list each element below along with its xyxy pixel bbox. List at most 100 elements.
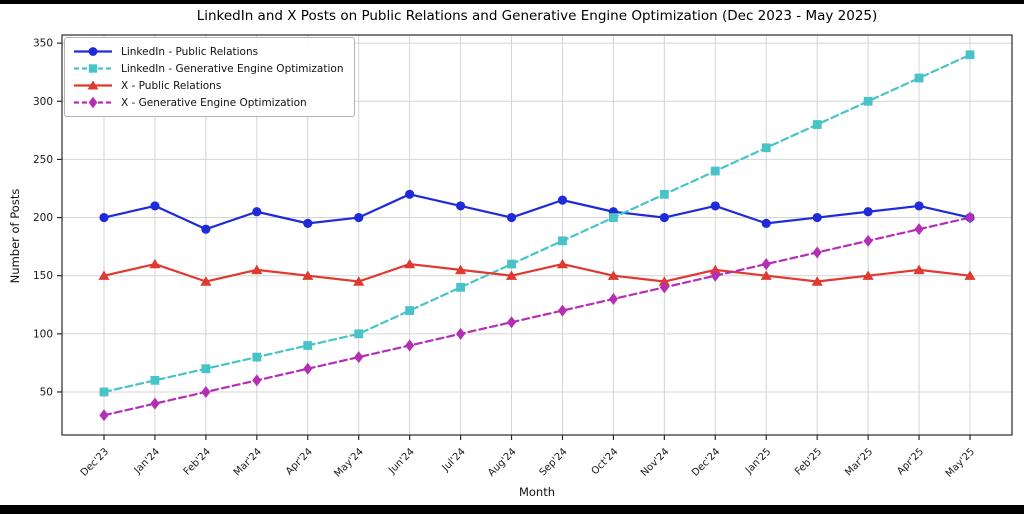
circle-legend-swatch-icon [74, 47, 112, 56]
triangle-marker [353, 276, 365, 286]
diamond-marker [659, 281, 669, 294]
diamond-marker [405, 339, 415, 352]
triangle-marker [200, 276, 212, 286]
circle-marker [99, 212, 109, 223]
x-tick-label: Mar'24 [232, 446, 264, 478]
square-marker [659, 189, 669, 199]
triangle-marker [607, 270, 620, 280]
triangle-marker [505, 270, 518, 280]
series-line-1 [102, 53, 972, 394]
triangle-marker [862, 270, 874, 280]
x-tick-label: Dec'24 [690, 446, 722, 478]
diamond-legend-swatch-icon [74, 96, 112, 109]
legend-label: LinkedIn - Public Relations [121, 45, 259, 58]
square-marker [812, 120, 822, 129]
diamond-marker [914, 223, 924, 236]
series-line-3 [102, 216, 972, 417]
triangle-marker [556, 258, 569, 269]
x-tick-label: Mar'25 [843, 446, 875, 478]
triangle-marker [658, 276, 670, 286]
chart-title: LinkedIn and X Posts on Public Relations… [196, 8, 878, 24]
legend-label: X - Generative Engine Optimization [121, 96, 307, 109]
x-tick-label: May'25 [944, 446, 977, 479]
legend-label: LinkedIn - Generative Engine Optimizatio… [121, 62, 344, 75]
triangle-marker [709, 264, 721, 275]
triangle-marker [811, 276, 823, 286]
circle-marker [659, 212, 669, 223]
circle-marker [303, 218, 313, 228]
y-tick-label: 350 [33, 38, 53, 50]
x-tick-label: Jan'25 [743, 446, 773, 476]
series-line-2 [102, 262, 972, 283]
triangle-marker [964, 270, 976, 280]
circle-marker [710, 201, 720, 211]
square-marker [99, 387, 109, 397]
square-marker [558, 236, 567, 246]
triangle-marker [149, 258, 161, 269]
x-tick-label: Oct'24 [590, 446, 621, 477]
square-marker [863, 96, 873, 106]
triangle-marker [760, 270, 772, 280]
bottom-black-bar [0, 505, 1024, 514]
square-marker [609, 213, 618, 222]
legend-item: LinkedIn - Generative Engine Optimizatio… [73, 60, 343, 77]
circle-marker [863, 207, 873, 217]
diamond-marker [608, 292, 619, 305]
diamond-marker [761, 258, 771, 271]
legend: LinkedIn - Public Relations LinkedIn - Ge… [64, 37, 356, 117]
square-marker [303, 341, 313, 350]
diamond-marker [354, 351, 364, 364]
y-tick-label: 150 [33, 270, 53, 282]
square-legend-swatch-icon [74, 64, 112, 73]
circle-marker [405, 189, 415, 199]
triangle-marker [251, 264, 263, 275]
triangle-legend-swatch-icon [74, 80, 112, 90]
top-black-bar [0, 0, 1024, 4]
series-line-0 [102, 193, 972, 231]
legend-label: X - Public Relations [121, 79, 222, 92]
x-tick-label: Jul'24 [440, 446, 468, 474]
circle-marker [150, 201, 160, 211]
triangle-marker [404, 258, 416, 269]
circle-marker [557, 195, 568, 205]
y-tick-label: 50 [40, 386, 53, 398]
circle-marker [354, 212, 364, 223]
diamond-marker [557, 304, 568, 317]
diamond-marker [710, 269, 720, 282]
triangle-marker [454, 264, 467, 275]
legend-item: X - Generative Engine Optimization [73, 94, 343, 111]
circle-marker [201, 224, 211, 234]
square-marker [201, 364, 211, 374]
square-marker [710, 166, 720, 176]
square-marker [507, 259, 516, 269]
square-marker [456, 282, 465, 292]
diamond-marker [99, 409, 109, 422]
x-tick-label: Jun'24 [386, 446, 416, 476]
x-axis-label: Month [518, 485, 556, 499]
y-tick-label: 300 [33, 96, 53, 108]
y-tick-label: 100 [33, 328, 53, 340]
x-tick-label: Sep'24 [538, 446, 570, 478]
square-marker [354, 329, 364, 339]
x-tick-label: Apr'24 [284, 446, 315, 477]
triangle-marker [302, 270, 314, 280]
diamond-marker [506, 316, 517, 329]
square-marker [405, 306, 415, 315]
diamond-marker [455, 327, 466, 340]
diamond-marker [150, 397, 160, 410]
legend-item: LinkedIn - Public Relations [73, 43, 343, 60]
circle-marker [506, 212, 517, 223]
circle-marker [812, 212, 822, 223]
y-tick-label: 200 [33, 212, 53, 224]
x-tick-label: Nov'24 [639, 446, 672, 479]
circle-marker [761, 218, 771, 228]
x-tick-label: May'24 [332, 446, 365, 479]
x-tick-label: Aug'24 [486, 446, 519, 479]
diamond-marker [965, 211, 975, 224]
x-tick-label: Feb'24 [182, 446, 213, 477]
square-marker [252, 352, 262, 362]
diamond-marker [863, 234, 873, 247]
circle-marker [455, 201, 466, 211]
circle-marker [252, 207, 262, 217]
